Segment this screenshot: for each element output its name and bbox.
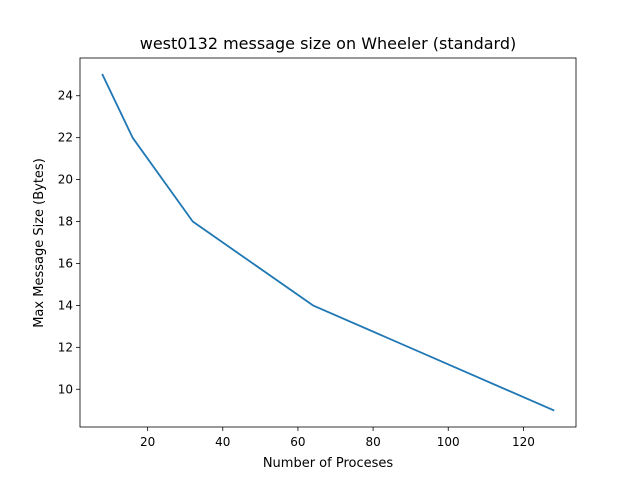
plot-area: 20 40 60 80 100 120 10 12 14 16 18 20 22 24	[58, 57, 577, 449]
x-tick-label: 80	[365, 435, 380, 449]
y-tick-label: 20	[58, 173, 73, 187]
y-tick-label: 10	[58, 382, 73, 396]
x-tick-label: 100	[437, 435, 460, 449]
x-tick-label: 120	[512, 435, 535, 449]
plot-frame	[79, 57, 577, 428]
x-tick-label: 60	[290, 435, 305, 449]
y-tick-label: 18	[58, 215, 73, 229]
y-tick-label: 16	[58, 256, 73, 270]
x-tick-label: 20	[140, 435, 155, 449]
y-tick-label: 24	[58, 89, 73, 103]
y-axis-label: Max Message Size (Bytes)	[32, 158, 47, 328]
chart-title: west0132 message size on Wheeler (standa…	[140, 34, 517, 53]
x-tick-label: 40	[215, 435, 230, 449]
y-tick-label: 22	[58, 131, 73, 145]
series-line	[101, 73, 555, 412]
y-tick-label: 14	[58, 298, 73, 312]
y-tick-label: 12	[58, 340, 73, 354]
x-axis-label: Number of Proceses	[263, 456, 394, 471]
